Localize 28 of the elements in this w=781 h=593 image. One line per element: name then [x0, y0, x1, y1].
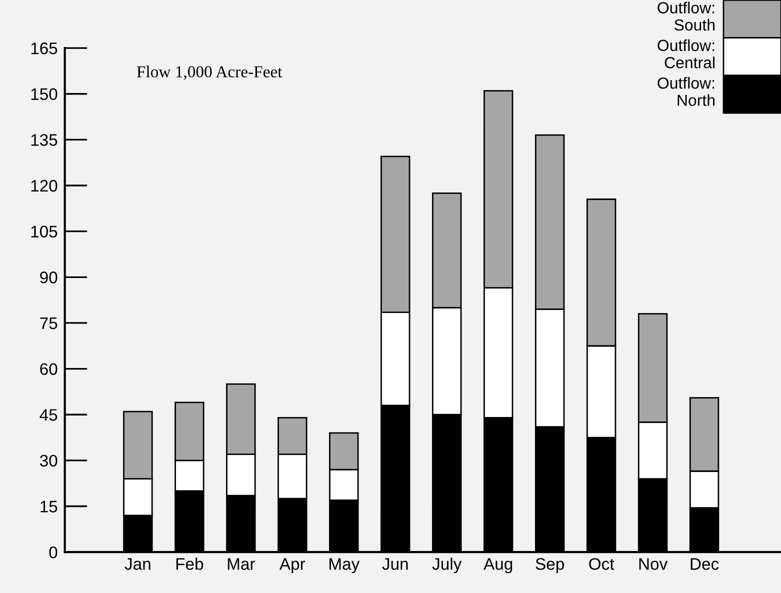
y-tick-label: 15: [40, 500, 58, 512]
x-tick-label: Aug: [484, 558, 512, 574]
legend-label: Outflow: Central: [658, 39, 714, 68]
y-tick-label: 90: [40, 272, 58, 284]
x-tick-label: Dec: [690, 558, 719, 570]
y-tick-label: 0: [49, 546, 58, 558]
x-tick-label: Apr: [279, 558, 306, 574]
y-tick-label: 45: [40, 409, 58, 421]
y-tick-label: 30: [40, 454, 58, 467]
y-tick-label: 135: [31, 134, 58, 146]
x-tick-label: Mar: [228, 558, 255, 570]
x-tick-label: May: [330, 558, 360, 574]
y-tick-label: 105: [31, 226, 58, 238]
x-tick-label: July: [432, 558, 462, 574]
y-tick-label: 75: [40, 318, 58, 330]
legend-label: Outflow: South: [658, 2, 714, 31]
y-axis-title: Flow 1,000 Acre-Feet: [136, 66, 282, 80]
x-tick-label: Feb: [176, 558, 204, 570]
legend-label: Outflow: North: [658, 77, 714, 106]
y-tick-label: 60: [40, 363, 58, 375]
x-tick-label: Nov: [639, 558, 668, 570]
x-tick-label: Oct: [589, 558, 614, 570]
y-tick-label: 150: [31, 88, 58, 100]
y-tick-label: 120: [31, 180, 58, 192]
x-tick-label: Sep: [536, 558, 564, 574]
x-tick-label: Jun: [382, 558, 408, 570]
y-tick-label: 165: [31, 42, 58, 54]
x-tick-label: Jan: [124, 558, 150, 570]
